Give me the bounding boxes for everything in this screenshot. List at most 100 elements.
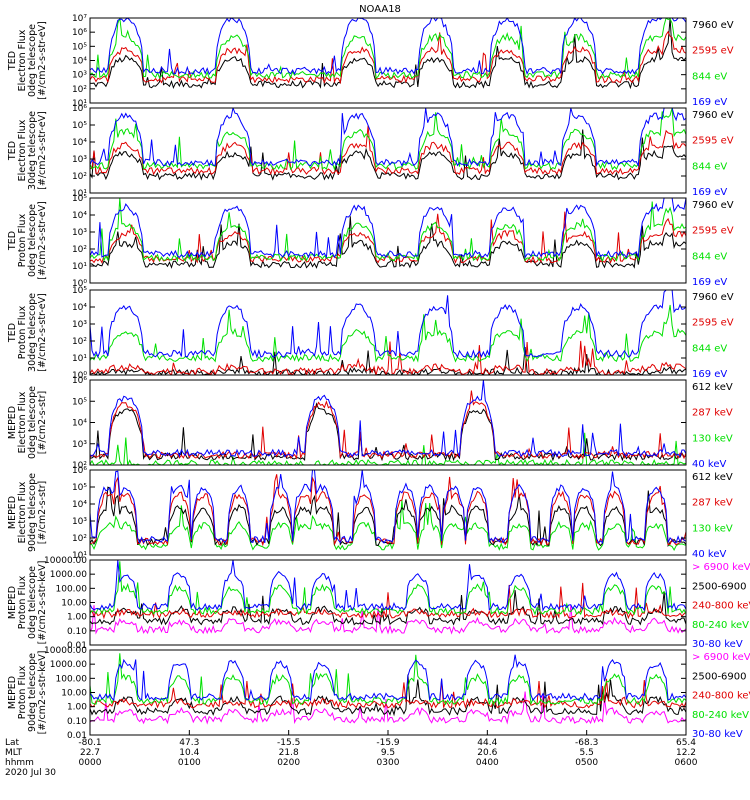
panel-8-series-magenta [90,691,686,725]
xtick-hhmm: 0100 [178,758,201,768]
panel-1-series [90,18,686,90]
panel-5-ylabel-line: MEPED [7,406,18,439]
panel-2-ylabel-line: [#/cm2-s-str-eV] [37,111,48,190]
panel-4-ylabel-line: 30deg telescope [27,293,38,372]
panel-6-ytick-label: 10² [72,534,87,544]
panel-6-ytick-label: 10¹ [72,551,87,561]
panel-5-series-green [90,432,686,465]
xtick-hhmm: 0400 [476,758,499,768]
panel-8-ylabel-line: Proton Flux [17,665,28,719]
panel-2-ytick-label: 10¹ [72,189,87,199]
xtick-hhmm: 0600 [675,758,698,768]
panel-1-ylabel-line: Electron Flux [17,29,28,91]
panel-8-legend-entry: 240-800 keV [692,691,750,702]
panel-8-ylabel-line: [#/cm2-s-str-keV] [37,651,48,735]
panel-8-ytick-label: 10.00 [61,689,87,699]
panel-5-series [90,380,686,465]
panel-3-ylabel-line: Proton Flux [17,213,28,267]
panel-8-ytick-label: 100.00 [56,674,88,684]
panel-1-legend-entry: 844 eV [692,71,727,82]
panel-5-legend-entry: 130 keV [692,433,733,444]
panel-2-ylabel-line: 30deg telescope [27,111,38,190]
panel-2-ylabel-line: Electron Flux [17,119,28,181]
panel-8-legend-entry: 30-80 keV [692,729,743,740]
panel-3-ytick-label: 10³ [72,228,87,238]
panel-3-series-red [90,211,686,264]
panel-2-ytick-label: 10⁶ [72,104,87,114]
panel-1-series-blue [90,18,686,76]
panel-7-ytick-label: 1.00 [67,613,87,623]
panel-7-legend-entry: 30-80 keV [692,639,743,650]
panel-2-frame [89,107,687,194]
panel-8-legend-entry: > 6900 keV [692,652,750,663]
panel-7-legend-entry: 240-800 keV [692,601,750,612]
panel-1-ytick-label: 10¹ [72,99,87,109]
panel-4-ytick-label: 10² [72,337,87,347]
panel-2-legend-entry: 2595 eV [692,136,734,147]
panel-5-ytick-label: 10⁵ [72,397,87,407]
panel-8-ytick-label: 10000.00 [44,646,87,656]
panel-7-legend-entry: 80-240 keV [692,620,749,631]
panel-3-series-blue [90,198,686,260]
panel-1: 10¹ 10² 10³ 10⁴ 10⁵ 10⁶ 10⁷ TED Electron Flux 0de… [7,14,734,109]
panel-2-series-blue [90,108,686,168]
xtick-lat: -15.5 [277,738,300,748]
panel-8-series-green [90,653,686,706]
panel-1-ylabel-line: TED [7,51,18,71]
panel-2-legend-entry: 7960 eV [692,110,734,121]
xtick-mlt: 22.7 [80,748,100,758]
panel-4-legend-entry: 844 eV [692,343,727,354]
panel-6-series-red [90,474,686,547]
panel-6-ylabel-line: [#/cm2-s-str] [37,481,48,544]
xaxis-row-label: MLT [5,748,23,758]
panel-2-series [90,108,686,181]
xtick-hhmm: 0500 [575,758,598,768]
panel-7-series-red [90,582,686,620]
panel-7-ylabel-line: [#/cm2-s-str-keV] [37,561,48,645]
panel-4-ytick-label: 10⁵ [72,286,87,296]
panel-7-ytick-label: 1000.00 [50,570,87,580]
panel-6-ytick-label: 10⁶ [72,466,87,476]
xaxis-row-label: Lat [5,738,20,748]
xtick-hhmm: 0300 [377,758,400,768]
panel-5-ytick-label: 10⁴ [72,419,87,429]
panel-7-ylabel-line: Proton Flux [17,575,28,629]
xtick-lat: 65.4 [676,738,696,748]
panel-5-ytick-label: 10³ [72,440,87,450]
panel-1-legend-entry: 2595 eV [692,46,734,57]
panel-3-legend-entry: 169 eV [692,277,727,288]
panel-8: 0.01 0.10 1.00 10.00 100.00 1000.00 10000.00 ME… [7,646,750,741]
panel-4-legend-entry: 169 eV [692,369,727,380]
panel-5-legend-entry: 287 keV [692,408,733,419]
panel-3-series-green [90,198,686,263]
panel-6-series [90,470,686,551]
panel-4-ylabel-line: [#/cm2-s-str-eV] [37,293,48,372]
panel-8-ytick-label: 0.10 [67,717,87,727]
panel-2: 10¹ 10² 10³ 10⁴ 10⁵ 10⁶ TED Electron Flux 30deg … [7,104,734,199]
panel-4-legend-entry: 2595 eV [692,318,734,329]
panel-5-ylabel-line: [#/cm2-s-str] [37,391,48,454]
panel-7-series-green [90,561,686,616]
panel-5: 10² 10³ 10⁴ 10⁵ 10⁶ MEPED Electron Flux 0deg te… [7,376,733,471]
panel-8-legend-entry: 80-240 keV [692,710,749,721]
panel-4-ylabel-line: Proton Flux [17,305,28,359]
xtick-lat: 47.3 [179,738,199,748]
panel-6-ylabel-line: Electron Flux [17,481,28,543]
panel-3-series [90,198,686,269]
panel-7-ylabel-line: 0deg telescope [27,566,38,639]
panel-7-legend-entry: 2500-6900 [692,581,747,592]
panel-4-series-blue [90,290,686,359]
panel-1-series-green [90,18,686,80]
panel-8-series-red [90,678,686,710]
xtick-mlt: 20.6 [477,748,497,758]
panel-8-series-blue [90,654,686,702]
panel-2-ytick-label: 10⁴ [72,138,87,148]
panel-6-series-blue [90,470,686,545]
panel-6-series-green [90,499,686,551]
panel-5-ylabel-line: Electron Flux [17,391,28,453]
panel-2-ytick-label: 10⁵ [72,121,87,131]
panel-3-legend-entry: 844 eV [692,251,727,262]
xtick-lat: -68.3 [575,738,598,748]
panel-5-series-red [90,390,686,460]
